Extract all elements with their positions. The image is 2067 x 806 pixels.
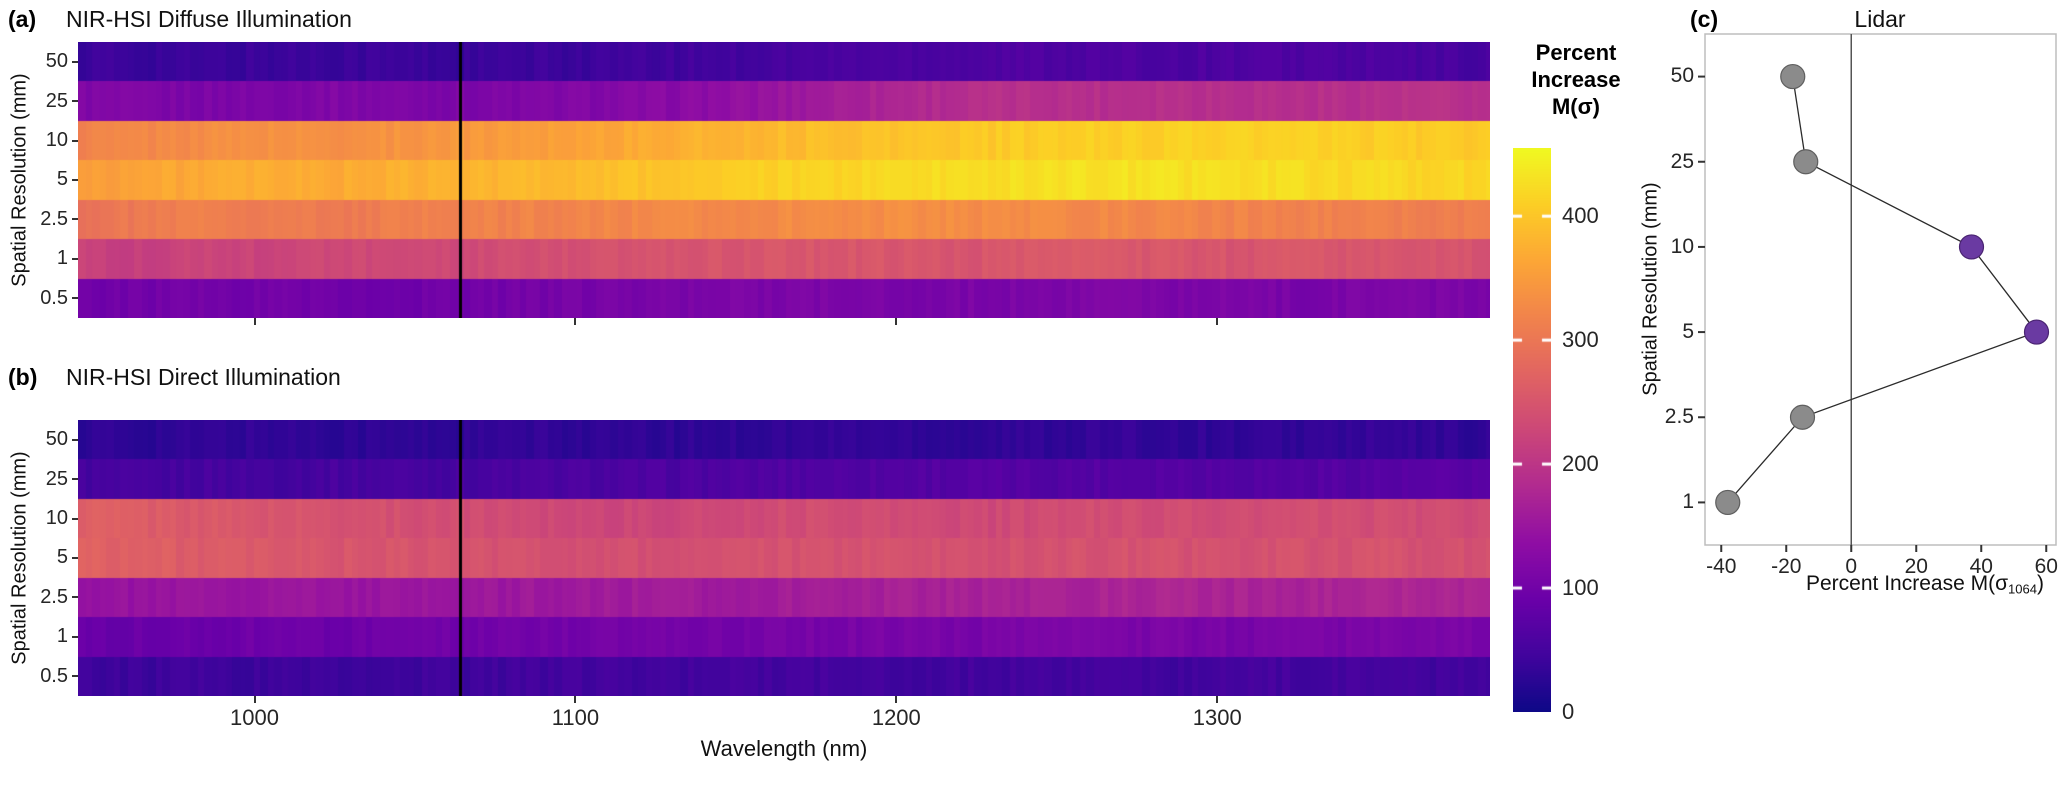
panel-c-tag: (c) [1690, 6, 1719, 32]
panel-b-tag: (b) [8, 364, 38, 390]
colorbar-gradient [1513, 148, 1551, 712]
colorbar-tick-label: 300 [1562, 327, 1599, 353]
heatmap-x-tick-label: 1300 [1192, 705, 1242, 731]
heatmap-y-tick-label: 50 [45, 428, 68, 451]
axis-tick [1216, 318, 1219, 325]
data-point-10mm [1958, 234, 1985, 260]
scatter-connecting-line [1727, 76, 2038, 503]
scatter-panel-border [1704, 33, 2057, 546]
wavelength-axis-title: Wavelength (nm) [700, 736, 868, 761]
panel-c-title: Lidar [1854, 6, 1906, 32]
heatmap-y-tick-label: 50 [45, 50, 68, 73]
data-point-50mm [1780, 63, 1806, 90]
data-point-1mm [1715, 489, 1741, 516]
panel-c-x-axis-title: Percent Increase M(σ1064) [1806, 572, 2044, 597]
x-title-subscript: 1064 [2008, 581, 2038, 597]
heatmap-x-tick-label: 1200 [871, 705, 921, 731]
colorbar-tick-label: 400 [1562, 203, 1599, 229]
colorbar-tick-label: 100 [1562, 575, 1599, 601]
heatmap-y-tick-label: 0.5 [40, 664, 68, 687]
panel-b-title: NIR-HSI Direct Illumination [66, 364, 341, 390]
colorbar-title: Percent Increase M(σ) [1531, 40, 1621, 119]
data-point-25mm [1793, 149, 1819, 175]
heatmap-x-tick-label: 1000 [230, 705, 279, 731]
panel-a-tag: (a) [8, 6, 37, 32]
axis-tick [1216, 696, 1219, 703]
axis-tick [574, 696, 577, 703]
panel-a-title: NIR-HSI Diffuse Illumination [66, 6, 352, 32]
panel-a-y-axis-title: Spatial Resolution (mm) [8, 73, 31, 287]
x-title-text: Percent Increase M(σ [1805, 572, 2009, 595]
axis-tick [574, 318, 577, 325]
axis-tick [895, 696, 898, 703]
panel-b-y-axis-title: Spatial Resolution (mm) [8, 451, 31, 665]
heatmap-x-tick-label: 1100 [551, 705, 600, 731]
axis-tick [895, 318, 898, 325]
heatmap-y-tick-label: 0.5 [40, 286, 68, 309]
axis-tick [253, 318, 256, 325]
data-point-2-5mm [1789, 404, 1816, 430]
heatmap-diffuse-illumination [78, 42, 1490, 318]
lidar-scatter-plot [1698, 33, 2057, 552]
data-point-5mm [2023, 319, 2050, 345]
x-title-close: ) [2037, 572, 2045, 595]
heatmap-direct-illumination [78, 420, 1490, 696]
colorbar-tick-label: 200 [1562, 451, 1599, 477]
colorbar-tick-label: 0 [1562, 699, 1575, 725]
axis-tick [253, 696, 256, 703]
